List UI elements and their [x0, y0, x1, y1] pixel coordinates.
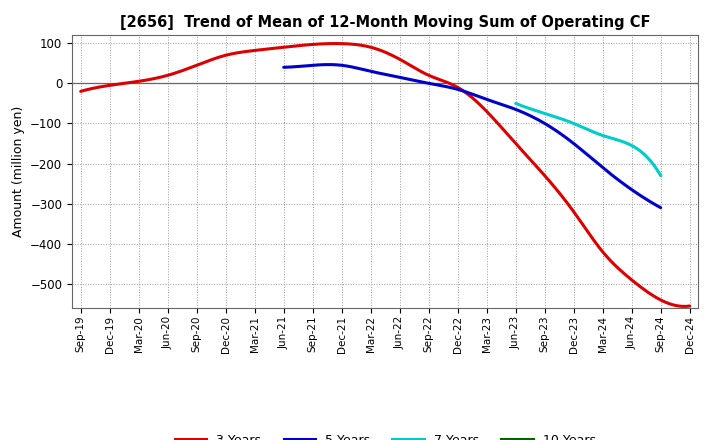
Legend: 3 Years, 5 Years, 7 Years, 10 Years: 3 Years, 5 Years, 7 Years, 10 Years: [170, 429, 600, 440]
Title: [2656]  Trend of Mean of 12-Month Moving Sum of Operating CF: [2656] Trend of Mean of 12-Month Moving …: [120, 15, 650, 30]
Y-axis label: Amount (million yen): Amount (million yen): [12, 106, 24, 237]
